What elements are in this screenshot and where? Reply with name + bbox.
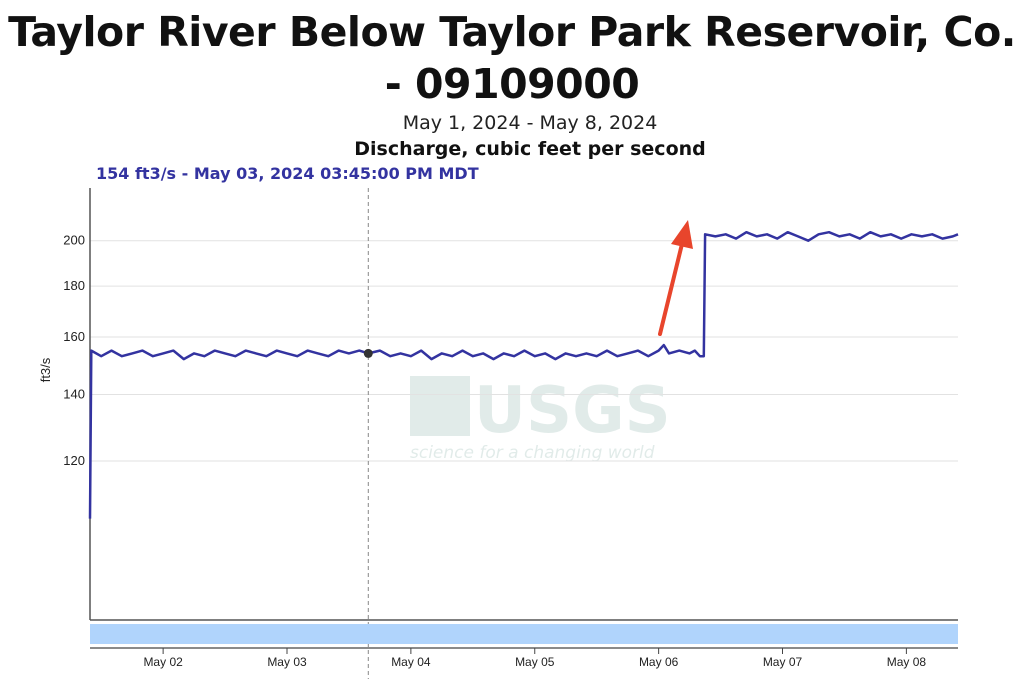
date-range: May 1, 2024 - May 8, 2024 xyxy=(402,112,658,134)
discharge-series-line xyxy=(88,230,959,519)
y-tick-label: 200 xyxy=(63,233,85,248)
y-tick-label: 180 xyxy=(63,278,85,293)
usgs-logo-text: USGS xyxy=(474,374,671,448)
y-tick-label: 120 xyxy=(63,453,85,468)
y-tick-label: 140 xyxy=(63,387,85,402)
x-tick-label: May 06 xyxy=(639,655,679,669)
x-tick-label: May 02 xyxy=(143,655,183,669)
x-tick-label: May 07 xyxy=(763,655,803,669)
cursor-point xyxy=(363,348,373,358)
usgs-tagline: science for a changing world xyxy=(410,443,655,463)
navigator-brush[interactable] xyxy=(90,624,958,644)
arrow-head-icon xyxy=(671,220,693,249)
page-title: Taylor River Below Taylor Park Reservoir… xyxy=(8,8,1016,108)
x-tick-label: May 08 xyxy=(887,655,927,669)
y-axis-label: ft3/s xyxy=(38,357,53,382)
arrow-shaft xyxy=(658,242,684,336)
parameter-label: Discharge, cubic feet per second xyxy=(354,138,706,160)
annotation-arrow xyxy=(658,220,693,336)
x-tick-label: May 04 xyxy=(391,655,431,669)
hover-tooltip: 154 ft3/s - May 03, 2024 03:45:00 PM MDT xyxy=(96,164,479,183)
x-tick-label: May 03 xyxy=(267,655,307,669)
usgs-logo-mark xyxy=(410,376,470,436)
y-tick-label: 160 xyxy=(63,329,85,344)
x-tick-label: May 05 xyxy=(515,655,555,669)
usgs-watermark: USGS science for a changing world xyxy=(410,374,671,463)
